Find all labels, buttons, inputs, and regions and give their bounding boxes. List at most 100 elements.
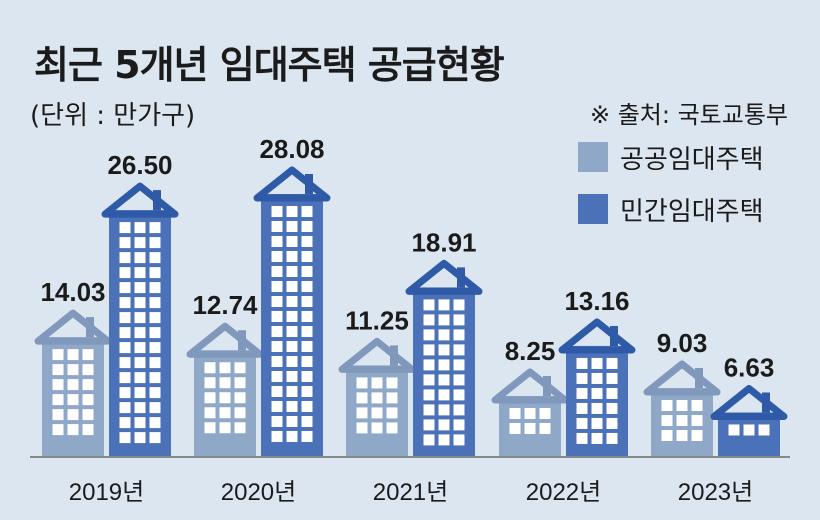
building-roof-private (253, 166, 331, 202)
building-roof-private (710, 384, 788, 420)
legend-swatch-public (578, 142, 608, 172)
building-window (301, 431, 313, 442)
building-window (438, 299, 450, 311)
building-window (149, 357, 161, 369)
building-window (149, 222, 161, 234)
building-window (286, 326, 298, 337)
building-window (149, 267, 161, 279)
building-window (453, 434, 465, 446)
building-window (286, 221, 298, 232)
building-window (219, 362, 231, 374)
building-window (119, 222, 131, 234)
building-window (149, 252, 161, 264)
building-window (286, 266, 298, 277)
building-window (119, 417, 131, 429)
x-tick-label: 2022년 (526, 479, 601, 506)
building-window (301, 326, 313, 337)
building-window (119, 267, 131, 279)
building-window (423, 404, 435, 416)
building-window (134, 237, 146, 249)
building-roof-public (491, 368, 569, 404)
building-window (356, 422, 368, 434)
building-window (82, 409, 94, 421)
building-window (591, 417, 603, 429)
data-label-public: 9.03 (657, 328, 708, 358)
building-window (386, 422, 398, 434)
building-window (119, 327, 131, 339)
building-window (438, 359, 450, 371)
building-window (676, 400, 688, 412)
building-window (271, 206, 283, 217)
building-window (301, 356, 313, 367)
building-window (286, 356, 298, 367)
building-window (606, 432, 618, 444)
building-window (134, 282, 146, 294)
building-window (119, 357, 131, 369)
building-window (271, 251, 283, 262)
building-roof-private (101, 182, 179, 218)
building-window (301, 206, 313, 217)
building-window (676, 430, 688, 442)
building-window (52, 349, 64, 361)
building-window (271, 431, 283, 442)
building-window (119, 252, 131, 264)
building-window (234, 362, 246, 374)
building-window (438, 329, 450, 341)
building-window (271, 296, 283, 307)
data-label-private: 26.50 (107, 150, 172, 180)
building-window (591, 357, 603, 369)
building-window (119, 312, 131, 324)
building-window (743, 424, 755, 436)
building-window (286, 341, 298, 352)
building-window (219, 392, 231, 404)
building-window (149, 387, 161, 399)
building-window (271, 281, 283, 292)
building-window (134, 297, 146, 309)
legend-item-public: 공공임대주택 (578, 140, 764, 175)
building-window (591, 387, 603, 399)
building-window (509, 422, 521, 434)
building-window (52, 409, 64, 421)
building-window (453, 329, 465, 341)
building-window (691, 415, 703, 427)
building-window (134, 402, 146, 414)
building-window (82, 379, 94, 391)
building-window (591, 432, 603, 444)
building-window (438, 374, 450, 386)
building-window (524, 407, 536, 419)
building-window (67, 364, 79, 376)
building-window (301, 281, 313, 292)
building-roof-private (558, 318, 636, 354)
building-window (438, 314, 450, 326)
building-window (591, 402, 603, 414)
data-label-public: 12.74 (192, 290, 258, 320)
building-window (301, 251, 313, 262)
building-window (423, 434, 435, 446)
building-window (52, 424, 64, 436)
building-window (204, 422, 216, 434)
building-window (271, 311, 283, 322)
building-window (423, 419, 435, 431)
building-window (134, 342, 146, 354)
building-window (286, 311, 298, 322)
building-window (423, 314, 435, 326)
building-window (301, 341, 313, 352)
building-window (301, 371, 313, 382)
building-window (219, 377, 231, 389)
building-window (661, 400, 673, 412)
building-window (423, 359, 435, 371)
building-window (539, 422, 551, 434)
unit-label: (단위 : 만가구) (30, 101, 196, 131)
building-window (423, 329, 435, 341)
x-tick-label: 2020년 (221, 479, 296, 506)
building-window (286, 386, 298, 397)
building-window (301, 311, 313, 322)
building-window (271, 341, 283, 352)
building-roof-public (338, 337, 416, 373)
legend-item-private: 민간임대주택 (578, 192, 764, 227)
building-window (149, 297, 161, 309)
building-window (371, 377, 383, 389)
building-window (286, 371, 298, 382)
data-label-private: 18.91 (411, 227, 476, 257)
